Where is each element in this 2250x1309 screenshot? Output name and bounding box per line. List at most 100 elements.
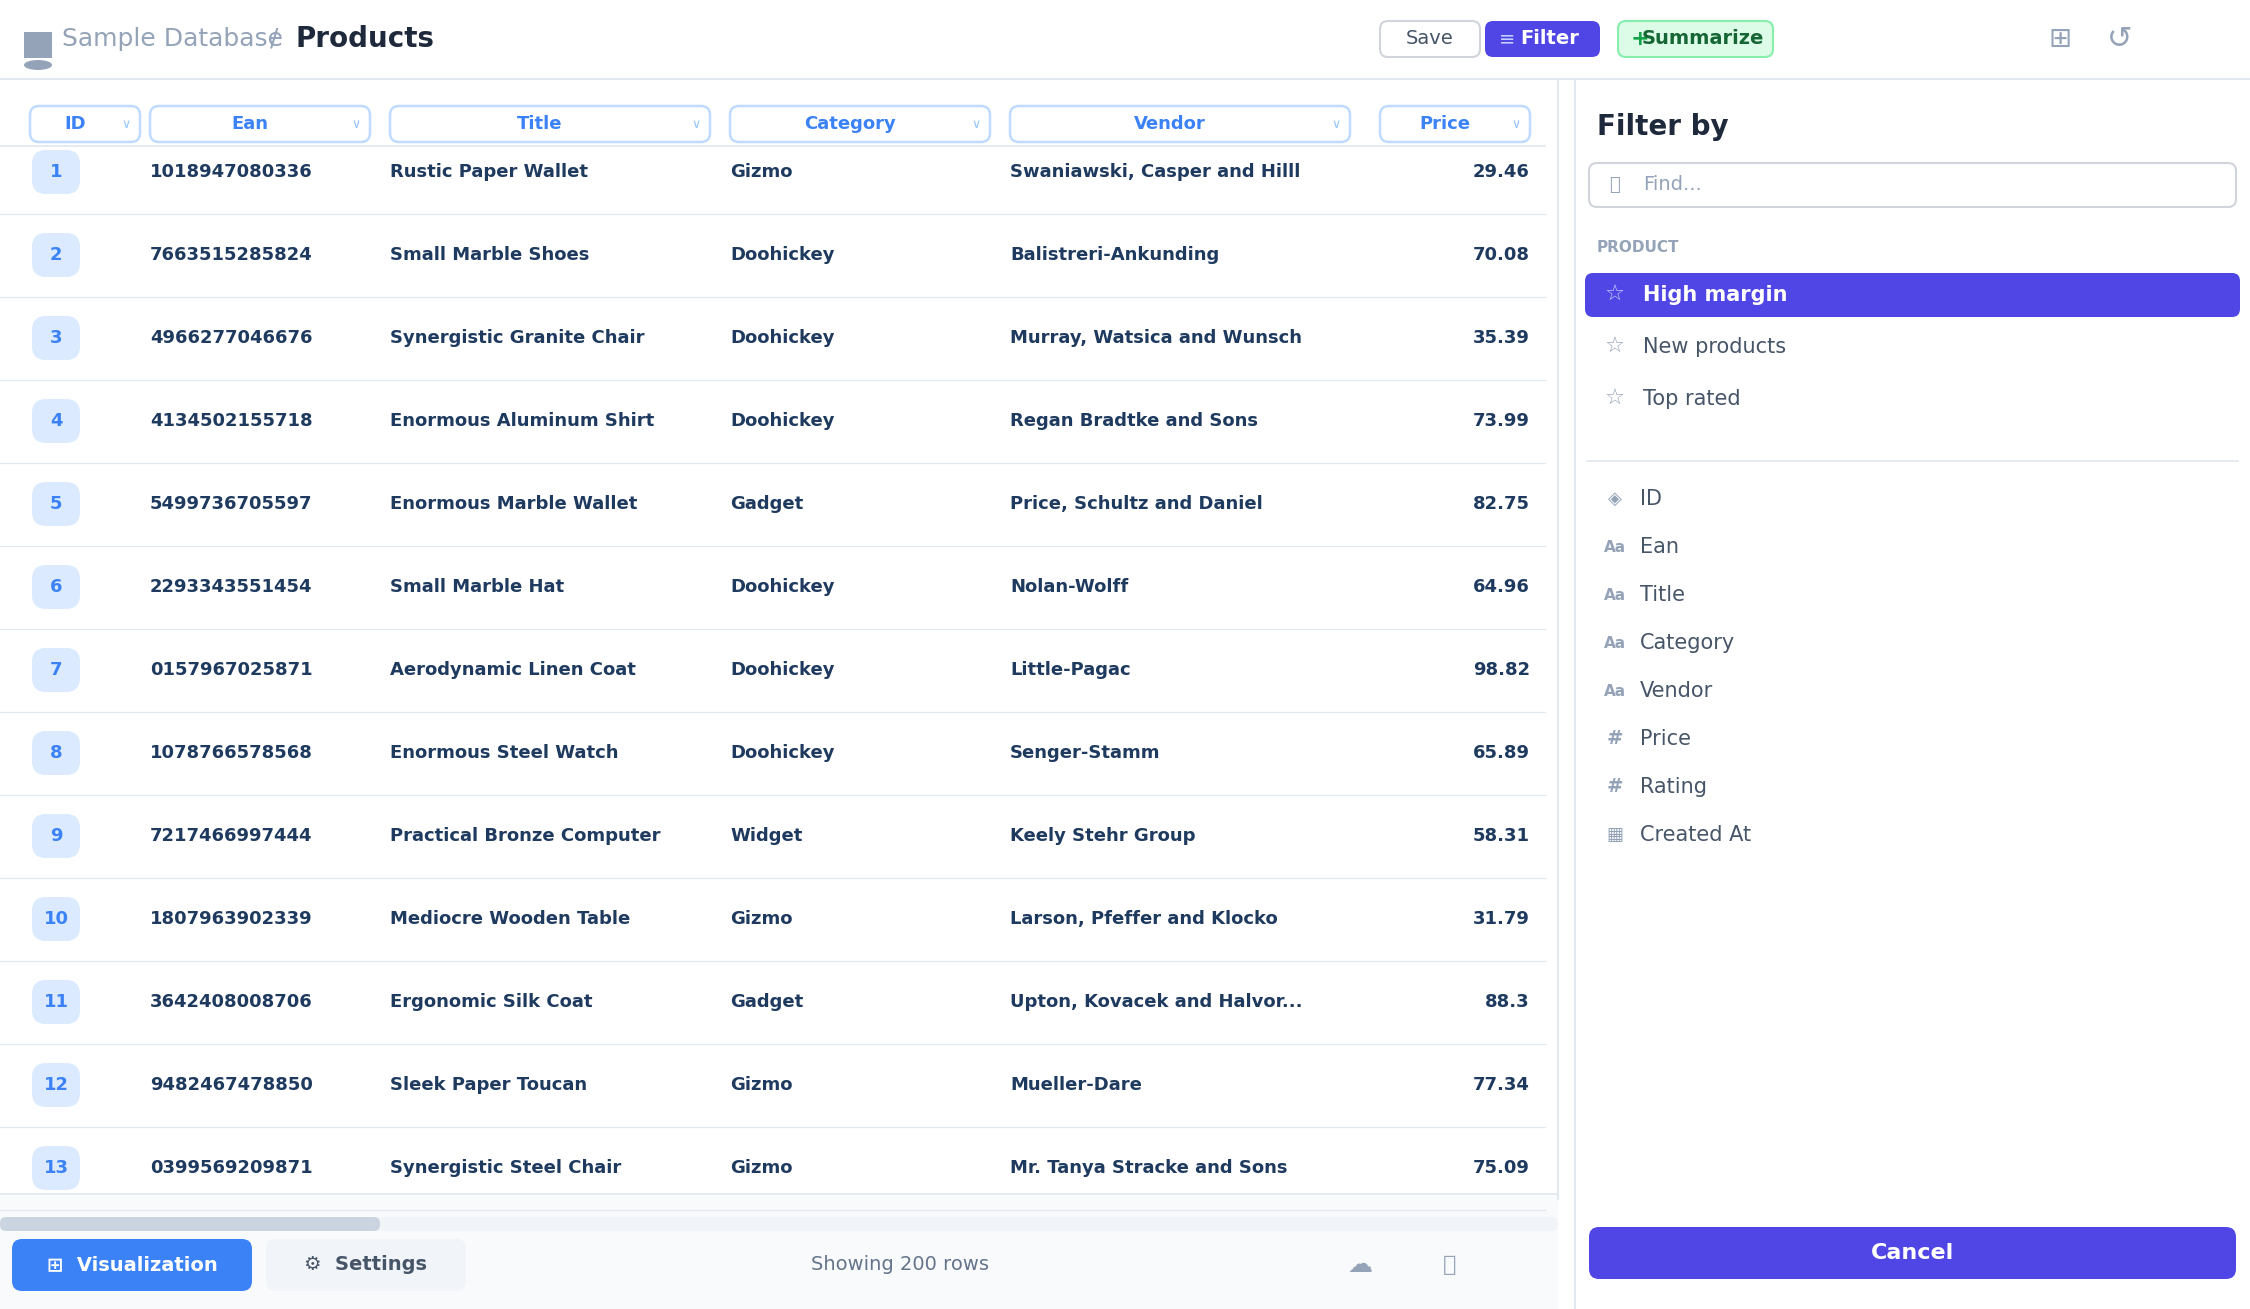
- Bar: [0, 1194, 1557, 1309]
- Text: Filter by: Filter by: [1598, 113, 1728, 141]
- FancyBboxPatch shape: [32, 482, 81, 526]
- Text: Practical Bronze Computer: Practical Bronze Computer: [389, 827, 662, 846]
- Text: 31.79: 31.79: [1474, 910, 1530, 928]
- Text: ∨: ∨: [122, 118, 130, 131]
- Text: 0399569209871: 0399569209871: [151, 1158, 313, 1177]
- Text: #: #: [1606, 729, 1622, 749]
- FancyBboxPatch shape: [1588, 1227, 2236, 1279]
- Text: Filter: Filter: [1521, 30, 1579, 48]
- FancyBboxPatch shape: [1379, 106, 1530, 141]
- Text: Title: Title: [518, 115, 562, 134]
- Text: 3642408008706: 3642408008706: [151, 994, 313, 1011]
- Text: Synergistic Granite Chair: Synergistic Granite Chair: [389, 329, 643, 347]
- Text: 5499736705597: 5499736705597: [151, 495, 313, 513]
- FancyBboxPatch shape: [32, 233, 81, 278]
- Text: Doohickey: Doohickey: [729, 246, 835, 264]
- Text: ↺: ↺: [2108, 25, 2133, 54]
- Text: Price, Schultz and Daniel: Price, Schultz and Daniel: [1010, 495, 1262, 513]
- Text: Mediocre Wooden Table: Mediocre Wooden Table: [389, 910, 630, 928]
- FancyBboxPatch shape: [32, 897, 81, 941]
- Text: Keely Stehr Group: Keely Stehr Group: [1010, 827, 1195, 846]
- Text: Price: Price: [1420, 115, 1472, 134]
- FancyBboxPatch shape: [151, 106, 369, 141]
- FancyBboxPatch shape: [1485, 21, 1600, 58]
- Text: ≡: ≡: [1498, 30, 1514, 48]
- Text: Ean: Ean: [232, 115, 268, 134]
- FancyBboxPatch shape: [32, 730, 81, 775]
- Text: 0157967025871: 0157967025871: [151, 661, 313, 679]
- Text: 35.39: 35.39: [1474, 329, 1530, 347]
- Text: ⊞: ⊞: [2048, 25, 2072, 52]
- Text: ▦: ▦: [1606, 826, 1624, 844]
- FancyBboxPatch shape: [32, 151, 81, 194]
- Text: Balistreri-Ankunding: Balistreri-Ankunding: [1010, 246, 1220, 264]
- Text: 6: 6: [50, 579, 63, 596]
- Text: Products: Products: [297, 25, 434, 52]
- FancyBboxPatch shape: [1379, 21, 1480, 58]
- Text: Cancel: Cancel: [1872, 1244, 1953, 1263]
- Text: Upton, Kovacek and Halvor...: Upton, Kovacek and Halvor...: [1010, 994, 1303, 1011]
- Text: ∨: ∨: [1332, 118, 1341, 131]
- Text: 9: 9: [50, 827, 63, 846]
- Text: 4966277046676: 4966277046676: [151, 329, 313, 347]
- FancyBboxPatch shape: [0, 1217, 380, 1230]
- Text: Showing 200 rows: Showing 200 rows: [810, 1255, 990, 1275]
- FancyBboxPatch shape: [32, 1063, 81, 1107]
- Text: ☆: ☆: [1604, 285, 1624, 305]
- FancyBboxPatch shape: [0, 1217, 1557, 1230]
- Text: Aa: Aa: [1604, 588, 1627, 602]
- Text: Ergonomic Silk Coat: Ergonomic Silk Coat: [389, 994, 592, 1011]
- Text: Category: Category: [803, 115, 896, 134]
- Text: ☆: ☆: [1604, 389, 1624, 408]
- Text: Category: Category: [1640, 634, 1735, 653]
- Text: 64.96: 64.96: [1474, 579, 1530, 596]
- FancyBboxPatch shape: [266, 1240, 466, 1291]
- FancyBboxPatch shape: [729, 106, 990, 141]
- Text: Created At: Created At: [1640, 825, 1750, 846]
- Text: Price: Price: [1640, 729, 1692, 749]
- Text: 🔔: 🔔: [1442, 1255, 1456, 1275]
- Text: /: /: [270, 27, 279, 51]
- Text: PRODUCT: PRODUCT: [1598, 240, 1678, 254]
- Text: 73.99: 73.99: [1474, 412, 1530, 429]
- Text: Enormous Marble Wallet: Enormous Marble Wallet: [389, 495, 637, 513]
- Text: 🔍: 🔍: [1609, 175, 1620, 194]
- Text: ∨: ∨: [691, 118, 700, 131]
- FancyBboxPatch shape: [32, 648, 81, 692]
- Text: 10: 10: [43, 910, 68, 928]
- Ellipse shape: [25, 47, 52, 58]
- Text: Doohickey: Doohickey: [729, 412, 835, 429]
- Text: Gizmo: Gizmo: [729, 910, 792, 928]
- Text: ☁: ☁: [1348, 1253, 1372, 1278]
- Text: 7663515285824: 7663515285824: [151, 246, 313, 264]
- Text: Rustic Paper Wallet: Rustic Paper Wallet: [389, 164, 587, 181]
- Text: Larson, Pfeffer and Klocko: Larson, Pfeffer and Klocko: [1010, 910, 1278, 928]
- Text: Top rated: Top rated: [1642, 389, 1742, 408]
- Text: 4: 4: [50, 412, 63, 429]
- Text: Title: Title: [1640, 585, 1685, 605]
- Text: ⊞  Visualization: ⊞ Visualization: [47, 1255, 218, 1275]
- Text: 13: 13: [43, 1158, 68, 1177]
- Text: 29.46: 29.46: [1474, 164, 1530, 181]
- Text: Widget: Widget: [729, 827, 803, 846]
- Text: 77.34: 77.34: [1474, 1076, 1530, 1094]
- Text: 65.89: 65.89: [1474, 744, 1530, 762]
- Text: Aa: Aa: [1604, 683, 1627, 699]
- Text: 88.3: 88.3: [1485, 994, 1530, 1011]
- Text: Summarize: Summarize: [1642, 30, 1764, 48]
- Text: Small Marble Hat: Small Marble Hat: [389, 579, 565, 596]
- Text: 1018947080336: 1018947080336: [151, 164, 313, 181]
- Text: Swaniawski, Casper and Hilll: Swaniawski, Casper and Hilll: [1010, 164, 1300, 181]
- Text: Sample Database: Sample Database: [63, 27, 284, 51]
- FancyBboxPatch shape: [29, 106, 140, 141]
- Text: #: #: [1606, 778, 1622, 796]
- Text: Rating: Rating: [1640, 778, 1708, 797]
- Text: Enormous Steel Watch: Enormous Steel Watch: [389, 744, 619, 762]
- Ellipse shape: [25, 60, 52, 69]
- Text: ⚙  Settings: ⚙ Settings: [304, 1255, 428, 1275]
- Text: Sleek Paper Toucan: Sleek Paper Toucan: [389, 1076, 587, 1094]
- FancyBboxPatch shape: [1584, 274, 2241, 317]
- Text: ID: ID: [1640, 490, 1663, 509]
- Text: ∨: ∨: [1512, 118, 1521, 131]
- Text: ID: ID: [65, 115, 86, 134]
